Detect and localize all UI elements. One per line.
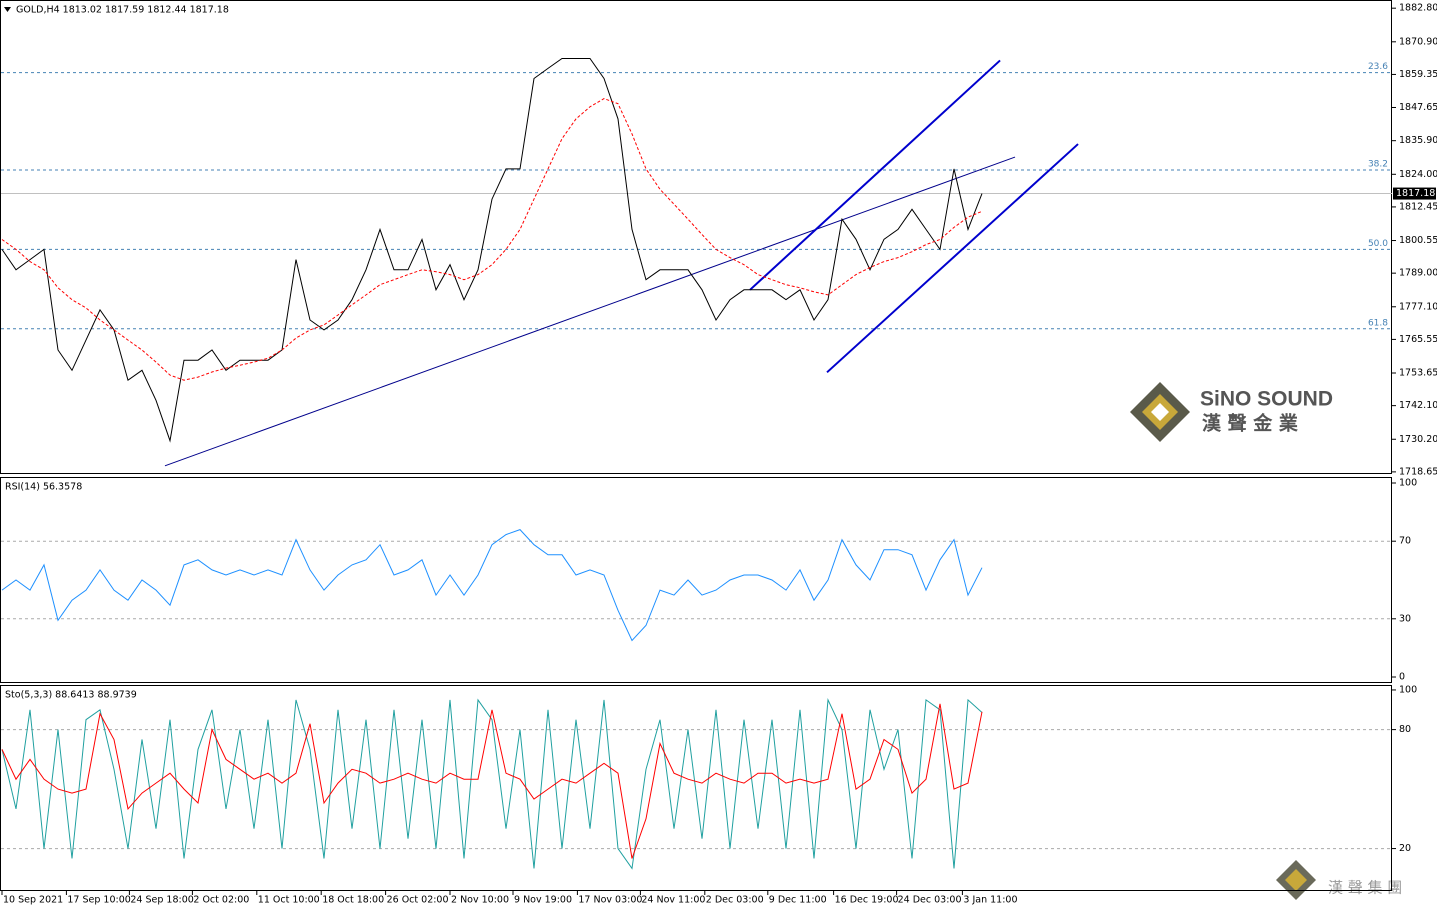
watermark-logo: SiNO SOUND 漢 聲 金 業 [1130,382,1333,442]
footer-diamond-inner [1285,869,1307,891]
y-tick-label: 1753.65 [1399,368,1437,379]
panel-frame [0,685,1392,891]
series-line [1,529,983,642]
y-tick-label: 1800.55 [1399,235,1437,246]
series-line [1,58,983,443]
logo-subtitle: 漢 聲 金 業 [1202,412,1299,435]
last-price-label: 1817.18 [1396,188,1435,199]
panel-title: Sto(5,3,3) 88.6413 88.9739 [5,690,137,701]
y-tick-label: 1765.55 [1399,334,1437,345]
y-tick-label: 80 [1399,724,1411,735]
x-tick-label: 17 Sep 10:00 [67,895,130,906]
x-tick-label: 3 Jan 11:00 [963,895,1017,906]
y-tick-label: 30 [1399,613,1411,624]
level-label: 50.0 [1368,239,1388,249]
trendline [749,59,1001,291]
y-tick-label: 1847.65 [1399,102,1437,113]
x-tick-label: 26 Oct 02:00 [387,895,449,906]
x-tick-label: 16 Dec 19:00 [835,895,899,906]
level-label: 23.6 [1368,62,1388,72]
y-tick-label: 1730.20 [1399,434,1437,445]
y-tick-label: 100 [1399,478,1417,489]
level-label: 61.8 [1368,318,1388,328]
panel-frame [0,477,1392,683]
x-tick-label: 17 Nov 03:00 [578,895,642,906]
x-tick-label: 24 Sep 18:00 [130,895,193,906]
y-tick-label: 1824.00 [1399,169,1437,180]
y-tick-label: 0 [1399,671,1405,682]
y-tick-label: 1812.45 [1399,201,1437,212]
trendline [164,156,1016,467]
x-tick-label: 9 Nov 19:00 [514,895,572,906]
series-line [1,98,983,381]
y-tick-label: 100 [1399,684,1417,695]
trendline [826,143,1079,374]
y-tick-label: 1789.00 [1399,268,1437,279]
x-tick-label: 10 Sep 2021 [3,895,63,906]
y-tick-label: 1742.10 [1399,400,1437,411]
y-tick-label: 1859.35 [1399,69,1437,80]
y-tick-label: 1882.80 [1399,3,1437,14]
x-tick-label: 2 Dec 03:00 [706,895,764,906]
y-tick-label: 1870.90 [1399,36,1437,47]
logo-brand: SiNO SOUND [1200,388,1333,411]
last-price-box [1393,187,1436,200]
x-tick-label: 24 Dec 03:00 [898,895,962,906]
y-tick-label: 1718.65 [1399,466,1437,477]
y-tick-label: 20 [1399,843,1411,854]
x-tick-label: 18 Oct 18:00 [322,895,384,906]
x-tick-label: 11 Oct 10:00 [258,895,320,906]
series-line [1,698,983,870]
level-label: 38.2 [1368,160,1388,170]
y-tick-label: 70 [1399,536,1411,547]
panel-title: RSI(14) 56.3578 [5,482,82,493]
x-tick-label: 2 Nov 10:00 [451,895,509,906]
panel-frame [0,0,1392,474]
footer-mark: 漢 聲 集 團 [1328,879,1402,897]
y-tick-label: 1835.90 [1399,135,1437,146]
title-arrow [4,7,11,12]
x-tick-label: 9 Dec 11:00 [769,895,827,906]
logo-diamond-core [1151,403,1169,421]
series-line [1,703,983,859]
x-tick-label: 24 Nov 11:00 [641,895,705,906]
x-tick-label: 2 Oct 02:00 [193,895,249,906]
panel-title: GOLD,H4 1813.02 1817.59 1812.44 1817.18 [16,5,229,16]
y-tick-label: 1777.10 [1399,301,1437,312]
